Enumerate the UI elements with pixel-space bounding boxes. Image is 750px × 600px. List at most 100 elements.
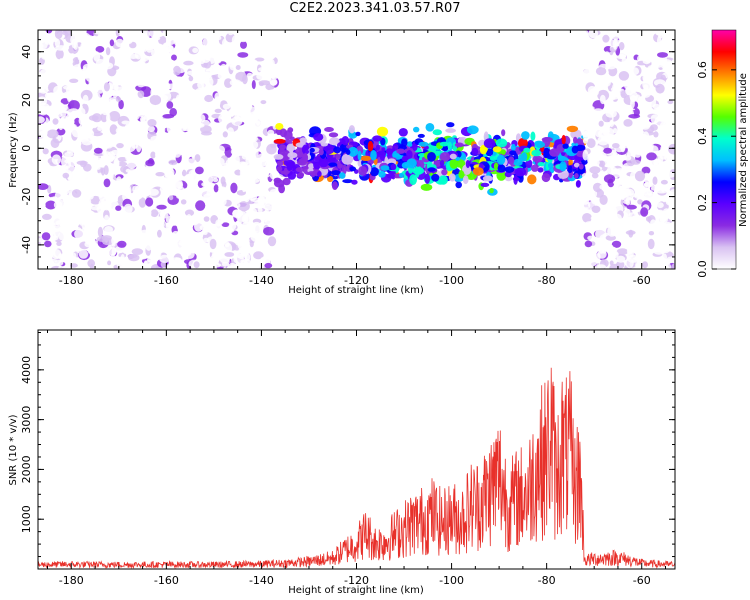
spectrogram-cell <box>40 171 47 180</box>
spectrogram-y-label: Frequency (Hz) <box>8 112 19 188</box>
spectrogram-cell <box>227 57 238 68</box>
spectrogram-cell <box>607 102 617 108</box>
spectrogram-cell <box>38 257 44 268</box>
spectrogram-cell <box>257 207 263 213</box>
spectrogram-cell <box>634 170 646 182</box>
spectrogram-cell <box>42 64 47 70</box>
spectrogram-cell <box>57 106 64 114</box>
spectrogram-cell <box>598 120 604 127</box>
spectrogram-cell <box>97 249 103 255</box>
spectrogram-cell <box>413 126 420 133</box>
spectrogram-cell <box>246 100 253 111</box>
spectrogram-cell <box>449 153 457 160</box>
spectrogram-cell <box>657 52 668 58</box>
snr-y-tick-label: 4000 <box>20 356 33 384</box>
spectrogram-cell <box>603 157 613 168</box>
spectrogram-cell <box>230 182 238 194</box>
spectrogram-cell <box>87 152 93 160</box>
spectrogram-cell <box>276 160 284 167</box>
spectrogram-cell <box>151 49 159 57</box>
snr-x-ticks: -180 -160 -140 -120 -100 -80 -60 <box>47 330 666 587</box>
spectrogram-cell <box>520 152 528 162</box>
spectrogram-cell <box>367 140 374 152</box>
spectrogram-cell <box>653 131 659 138</box>
spectrogram-cell <box>206 72 212 78</box>
spectrogram-cell <box>184 238 193 244</box>
spectrogram-cell <box>584 240 593 248</box>
spectrogram-cell <box>118 99 124 110</box>
colorbar-ticks: 0.0 0.2 0.4 0.6 <box>696 61 736 278</box>
spectrogram-cell <box>267 94 276 100</box>
spectrogram-cell <box>622 200 630 204</box>
spectrogram-cell <box>670 189 675 195</box>
spectrogram-cell <box>278 184 285 194</box>
spectrogram-cell <box>198 175 208 181</box>
spectrogram-cell <box>480 182 490 187</box>
spectrogram-cell <box>130 211 143 220</box>
spectrogram-cell <box>642 58 651 65</box>
spectrogram-cell <box>181 169 187 177</box>
snr-y-tick: 3000 <box>20 406 675 434</box>
spectrogram-cell <box>227 127 235 136</box>
spectrogram-cell <box>115 236 124 242</box>
colorbar-tick: 0.6 <box>696 61 736 79</box>
spectrogram-cell <box>68 175 77 184</box>
spectrogram-cell <box>203 216 210 222</box>
snr-y-tick: 1000 <box>20 505 675 533</box>
spectrogram-cell <box>213 136 226 147</box>
spectrogram-cell <box>92 123 98 129</box>
spectrogram-cell <box>548 162 554 169</box>
spectrogram-cell <box>466 125 479 135</box>
spectrogram-cell <box>143 260 148 268</box>
spectrogram-cell <box>231 35 237 46</box>
spectrogram-cell <box>280 170 290 175</box>
spectrogram-cell <box>219 170 227 177</box>
spectrogram-cell <box>106 102 116 108</box>
spectrogram-cell <box>192 47 199 54</box>
spectrogram-cell <box>113 158 120 169</box>
spectrogram-cell <box>202 262 209 269</box>
spectrogram-cell <box>537 162 545 167</box>
spectrogram-cell <box>97 38 110 47</box>
spectrogram-cell <box>633 42 641 48</box>
spectrogram-cell <box>159 254 171 263</box>
spectrogram-cell <box>648 231 655 236</box>
spectrogram-cell <box>198 252 204 261</box>
snr-plot-area <box>38 367 675 569</box>
spectrogram-cell <box>667 133 675 144</box>
spectrogram-cell <box>68 100 80 111</box>
spectrogram-y-ticks: -40 -20 0 20 40 <box>20 39 675 270</box>
spectrogram-y-tick-label: 0 <box>20 145 33 152</box>
spectrogram-cell <box>80 68 87 78</box>
spectrogram-cell <box>640 207 649 217</box>
spectrogram-cell <box>656 202 664 209</box>
spectrogram-cell <box>51 179 56 185</box>
spectrogram-cell <box>595 38 602 49</box>
spectrogram-cell <box>168 195 174 201</box>
spectrogram-cell <box>492 146 502 153</box>
spectrogram-cell <box>181 121 192 130</box>
spectrogram-cell <box>174 242 185 254</box>
spectrogram-cell <box>131 248 144 256</box>
spectrogram-cell <box>531 149 542 157</box>
spectrogram-cell <box>116 176 122 186</box>
spectrogram-cell <box>101 235 112 241</box>
spectrogram-cell <box>623 143 634 149</box>
spectrogram-cell <box>629 193 638 198</box>
spectrogram-cell <box>233 194 244 202</box>
spectrogram-cell <box>497 164 506 173</box>
spectrogram-cell <box>51 249 62 260</box>
spectrogram-cell <box>213 184 219 193</box>
spectrogram-cell <box>194 220 203 232</box>
spectrogram-cell <box>573 136 578 144</box>
spectrogram-cell <box>208 247 218 253</box>
spectrogram-cell <box>662 109 670 119</box>
spectrogram-cell <box>93 147 103 154</box>
spectrogram-cell <box>201 181 211 187</box>
spectrogram-cell <box>483 138 496 149</box>
spectrogram-cell <box>209 35 222 41</box>
spectrogram-cell <box>329 137 340 146</box>
spectrogram-cell <box>84 173 96 184</box>
spectrogram-cell <box>120 51 125 62</box>
spectrogram-cell <box>653 79 666 87</box>
